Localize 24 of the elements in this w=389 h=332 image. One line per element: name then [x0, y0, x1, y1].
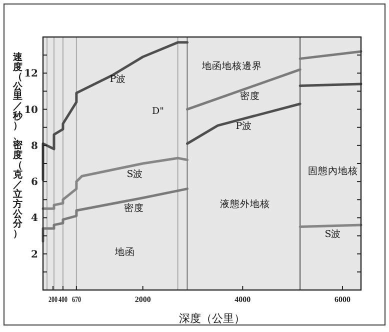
annotation: S波: [324, 228, 342, 240]
annotation: 液態外地核: [220, 198, 270, 210]
annotation: D": [152, 106, 164, 117]
x-tick-label: 2000: [134, 295, 151, 304]
x-tick-label: 4000: [234, 295, 251, 304]
x-axis-title: 深度（公里）: [179, 312, 245, 325]
annotation: 地函地核邊界: [201, 60, 262, 72]
x-tick-label: 400: [58, 295, 70, 304]
y-tick-label: 10: [24, 104, 38, 116]
annotation: S波: [126, 168, 144, 180]
y-tick-label: 12: [24, 68, 38, 80]
annotation: 固態內地核: [308, 165, 358, 177]
y-tick-label: 8: [31, 140, 38, 152]
annotation: 地函: [114, 246, 135, 258]
annotation: 密度: [240, 90, 260, 102]
y-tick-label: 2: [31, 249, 38, 260]
y-tick-label: 4: [31, 213, 38, 224]
annotation: 密度: [124, 202, 144, 214]
y-tick-label: 6: [31, 177, 38, 188]
x-tick-label: 670: [72, 295, 84, 304]
annotation: P波: [236, 120, 252, 132]
text: 速度（公里／秒）、密度（克／立方公分）: [13, 52, 23, 240]
x-tick-label: 6000: [334, 295, 350, 304]
annotation: P波: [110, 73, 126, 85]
